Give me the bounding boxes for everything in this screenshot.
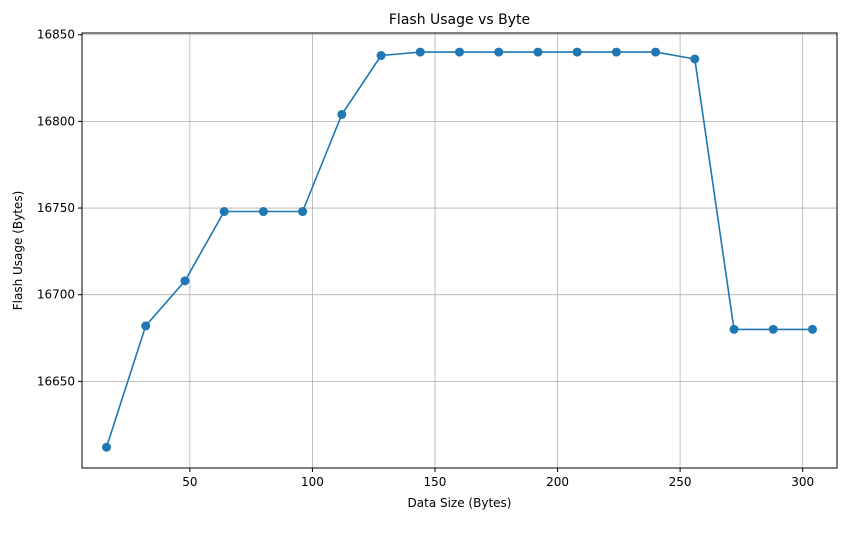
x-tick-label: 50 [182,475,197,489]
data-point [298,207,308,217]
data-point [768,324,778,334]
data-point [572,47,582,57]
y-axis-label: Flash Usage (Bytes) [11,191,25,311]
series-layer [102,47,817,452]
data-point [415,47,425,57]
data-point [141,321,151,331]
y-tick-label: 16700 [37,288,75,302]
y-tick-label: 16800 [37,114,75,128]
data-point [180,276,190,286]
x-tick-label: 100 [301,475,324,489]
x-tick-label: 150 [424,475,447,489]
x-tick-label: 250 [669,475,692,489]
x-tick-label: 300 [791,475,814,489]
data-point [258,207,268,217]
y-tick-label: 16650 [37,374,75,388]
chart-title: Flash Usage vs Byte [389,12,530,28]
y-axis-ticks: 16650 16700 16750 16800 16850 [37,28,82,388]
x-tick-label: 200 [546,475,569,489]
data-point [337,109,347,119]
data-point [494,47,504,57]
data-point [611,47,621,57]
data-point [690,54,700,64]
data-point [102,442,112,452]
data-point [807,324,817,334]
grid-lines [82,33,837,468]
data-point [219,207,229,217]
data-point [651,47,661,57]
y-tick-label: 16850 [37,28,75,42]
x-axis-ticks: 50 100 150 200 250 300 [182,468,814,489]
x-axis-label: Data Size (Bytes) [408,496,512,510]
data-point [533,47,543,57]
plot-frame [81,32,838,469]
data-point [455,47,464,57]
data-point [376,51,386,61]
data-point [729,324,739,334]
y-tick-label: 16750 [37,201,75,215]
